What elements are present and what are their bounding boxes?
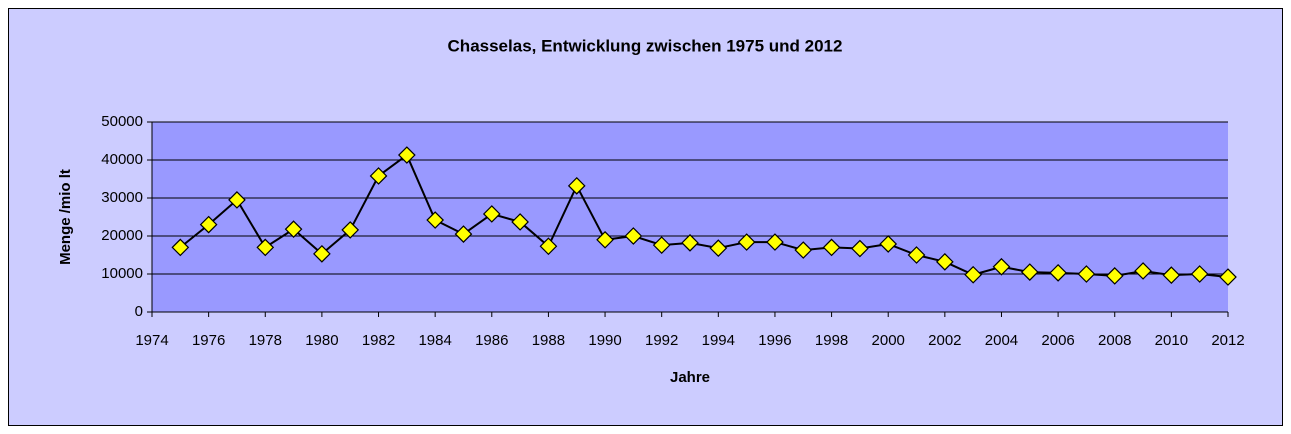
marker (171, 238, 190, 257)
x-tick-label: 1976 (192, 332, 225, 349)
plot-area (152, 122, 1228, 312)
marker (313, 245, 331, 263)
x-tick-label: 2010 (1155, 332, 1188, 349)
marker (426, 211, 445, 229)
marker (907, 246, 926, 264)
marker (1190, 265, 1209, 283)
marker (851, 239, 869, 258)
x-tick-label: 1992 (645, 332, 678, 349)
marker (256, 238, 275, 257)
marker (822, 238, 841, 257)
marker (1162, 266, 1181, 284)
x-axis-label: Jahre (670, 369, 710, 386)
x-tick-label: 1974 (135, 332, 168, 349)
marker (199, 215, 218, 234)
x-tick-label: 2006 (1041, 332, 1074, 349)
x-tick-label: 2004 (985, 332, 1018, 349)
x-tick-label: 2012 (1211, 332, 1244, 349)
marker (341, 221, 360, 239)
marker (709, 239, 728, 258)
marker (964, 265, 983, 284)
marker (1105, 267, 1124, 285)
marker (539, 237, 558, 256)
marker (879, 235, 898, 253)
marker (935, 252, 954, 271)
y-tick-label: 0 (135, 303, 143, 320)
marker (511, 213, 529, 231)
x-tick-label: 1996 (758, 332, 791, 349)
y-tick-label: 10000 (101, 265, 143, 282)
y-tick-label: 50000 (101, 113, 143, 130)
marker (624, 227, 643, 245)
x-tick-label: 1982 (362, 332, 395, 349)
marker (1219, 268, 1237, 286)
x-tick-label: 1990 (588, 332, 621, 349)
x-tick-label: 2002 (928, 332, 961, 349)
marker (737, 233, 756, 251)
marker (681, 233, 699, 252)
marker (454, 225, 473, 243)
x-tick-label: 1984 (418, 332, 451, 349)
chart-title: Chasselas, Entwicklung zwischen 1975 und… (448, 36, 843, 55)
x-tick-label: 2008 (1098, 332, 1131, 349)
marker (652, 236, 671, 254)
marker (1077, 265, 1096, 283)
marker (284, 220, 303, 239)
x-tick-label: 1994 (702, 332, 735, 349)
marker (482, 205, 501, 223)
x-tick-label: 1998 (815, 332, 848, 349)
marker (397, 146, 416, 164)
marker (567, 176, 586, 195)
marker (794, 241, 813, 259)
x-tick-label: 1978 (249, 332, 282, 349)
marker (369, 167, 388, 185)
marker (992, 257, 1011, 276)
y-axis-label: Menge /mio lt (57, 169, 74, 265)
marker (228, 191, 246, 209)
y-tick-label: 20000 (101, 227, 143, 244)
y-tick-label: 30000 (101, 189, 143, 206)
y-tick-label: 40000 (101, 151, 143, 168)
x-tick-label: 1988 (532, 332, 565, 349)
marker (1020, 263, 1039, 281)
x-tick-label: 1980 (305, 332, 338, 349)
x-tick-label: 2000 (872, 332, 905, 349)
marker (766, 233, 784, 251)
x-tick-label: 1986 (475, 332, 508, 349)
marker (1049, 264, 1067, 282)
marker (596, 230, 614, 249)
marker (1134, 262, 1152, 280)
